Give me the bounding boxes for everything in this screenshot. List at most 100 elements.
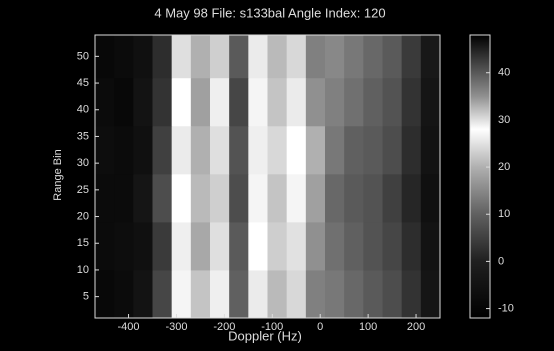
heatmap-cell bbox=[382, 173, 403, 223]
heatmap-cell bbox=[133, 221, 153, 271]
chart-title: 4 May 98 File: s133bal Angle Index: 120 bbox=[154, 5, 385, 20]
y-tick-label: 15 bbox=[77, 237, 89, 249]
y-axis-label: Range Bin bbox=[52, 149, 64, 200]
x-axis-label: Doppler (Hz) bbox=[228, 328, 302, 343]
heatmap-cell bbox=[229, 77, 249, 127]
heatmap-cell bbox=[382, 77, 403, 127]
x-tick-label: 200 bbox=[407, 321, 425, 333]
heatmap-cell bbox=[325, 173, 345, 223]
heatmap-cell bbox=[248, 221, 268, 271]
heatmap-cell bbox=[229, 125, 249, 175]
y-tick-label: 10 bbox=[77, 264, 89, 276]
heatmap-cell bbox=[401, 35, 422, 79]
heatmap-cell bbox=[382, 221, 403, 271]
x-tick-label: -200 bbox=[213, 321, 235, 333]
heatmap-cell bbox=[420, 173, 441, 223]
heatmap-cell bbox=[248, 125, 268, 175]
y-tick-label: 50 bbox=[77, 50, 89, 62]
heatmap-cell bbox=[133, 77, 153, 127]
heatmap-cell bbox=[305, 269, 326, 319]
x-tick-label: -300 bbox=[165, 321, 187, 333]
heatmap-cell bbox=[248, 77, 268, 127]
heatmap-cell bbox=[133, 173, 153, 223]
heatmap-cell bbox=[344, 125, 364, 175]
y-tick-label: 35 bbox=[77, 130, 89, 142]
heatmap-cell bbox=[114, 173, 134, 223]
heatmap-cell bbox=[95, 173, 115, 223]
heatmap-cell bbox=[210, 173, 230, 223]
heatmap-cell bbox=[190, 77, 211, 127]
heatmap-cell bbox=[210, 77, 230, 127]
heatmap-cell bbox=[325, 125, 345, 175]
heatmap-cell bbox=[401, 269, 422, 319]
heatmap-cell bbox=[344, 35, 364, 79]
colorbar-tick-label: 10 bbox=[498, 208, 510, 220]
heatmap-cell bbox=[95, 125, 115, 175]
x-tick-label: -100 bbox=[261, 321, 283, 333]
y-tick-label: 25 bbox=[77, 184, 89, 196]
heatmap-cell bbox=[286, 221, 307, 271]
heatmap-cell bbox=[114, 35, 134, 79]
colorbar-tick-label: 20 bbox=[498, 161, 510, 173]
heatmap-cell bbox=[133, 35, 153, 79]
heatmap-cell bbox=[229, 269, 249, 319]
colorbar-tick-label: 40 bbox=[498, 67, 510, 79]
colorbar bbox=[469, 34, 491, 319]
x-tick-label: 0 bbox=[317, 321, 323, 333]
heatmap-cell bbox=[229, 221, 249, 271]
heatmap-cell bbox=[382, 125, 403, 175]
heatmap-cell bbox=[325, 77, 345, 127]
heatmap-cell bbox=[267, 125, 288, 175]
heatmap-cell bbox=[363, 77, 383, 127]
heatmap-cell bbox=[363, 125, 383, 175]
heatmap-cell bbox=[420, 77, 441, 127]
heatmap-cell bbox=[401, 77, 422, 127]
heatmap-cell bbox=[325, 35, 345, 79]
y-tick-label: 30 bbox=[77, 157, 89, 169]
colorbar-tick-label: -10 bbox=[498, 302, 514, 314]
heatmap-cell bbox=[210, 269, 230, 319]
heatmap-cell bbox=[210, 221, 230, 271]
heatmap-cell bbox=[171, 35, 192, 79]
heatmap-cell bbox=[95, 77, 115, 127]
heatmap-cell bbox=[152, 221, 173, 271]
y-tick-label: 45 bbox=[77, 77, 89, 89]
heatmap-cell bbox=[267, 173, 288, 223]
heatmap-cell bbox=[401, 125, 422, 175]
heatmap-cell bbox=[114, 77, 134, 127]
heatmap-cell bbox=[171, 221, 192, 271]
x-tick-label: -400 bbox=[118, 321, 140, 333]
heatmap-cell bbox=[114, 221, 134, 271]
heatmap-cell bbox=[95, 269, 115, 319]
heatmap-cell bbox=[401, 221, 422, 271]
heatmap-cell bbox=[133, 125, 153, 175]
heatmap-cell bbox=[305, 77, 326, 127]
heatmap-cell bbox=[267, 269, 288, 319]
heatmap-cell bbox=[248, 173, 268, 223]
heatmap-cell bbox=[95, 221, 115, 271]
heatmap-cell bbox=[267, 77, 288, 127]
colorbar-tick-label: 0 bbox=[498, 255, 504, 267]
heatmap-cell bbox=[344, 269, 364, 319]
heatmap-cell bbox=[114, 125, 134, 175]
heatmap-cell bbox=[190, 35, 211, 79]
heatmap-cell bbox=[344, 173, 364, 223]
heatmap-cell bbox=[325, 269, 345, 319]
heatmap-cell bbox=[363, 269, 383, 319]
heatmap-cell bbox=[248, 35, 268, 79]
heatmap-cell bbox=[382, 35, 403, 79]
heatmap-cell bbox=[171, 173, 192, 223]
heatmap-cell bbox=[190, 173, 211, 223]
heatmap-cell bbox=[171, 269, 192, 319]
heatmap-cell bbox=[305, 125, 326, 175]
heatmap-cell bbox=[248, 269, 268, 319]
heatmap-cell bbox=[171, 125, 192, 175]
heatmap-cell bbox=[210, 125, 230, 175]
heatmap-cell bbox=[190, 269, 211, 319]
heatmap-cell bbox=[286, 77, 307, 127]
heatmap-cell bbox=[229, 35, 249, 79]
heatmap-cell bbox=[305, 221, 326, 271]
heatmap-cell bbox=[363, 173, 383, 223]
heatmap-cell bbox=[286, 173, 307, 223]
